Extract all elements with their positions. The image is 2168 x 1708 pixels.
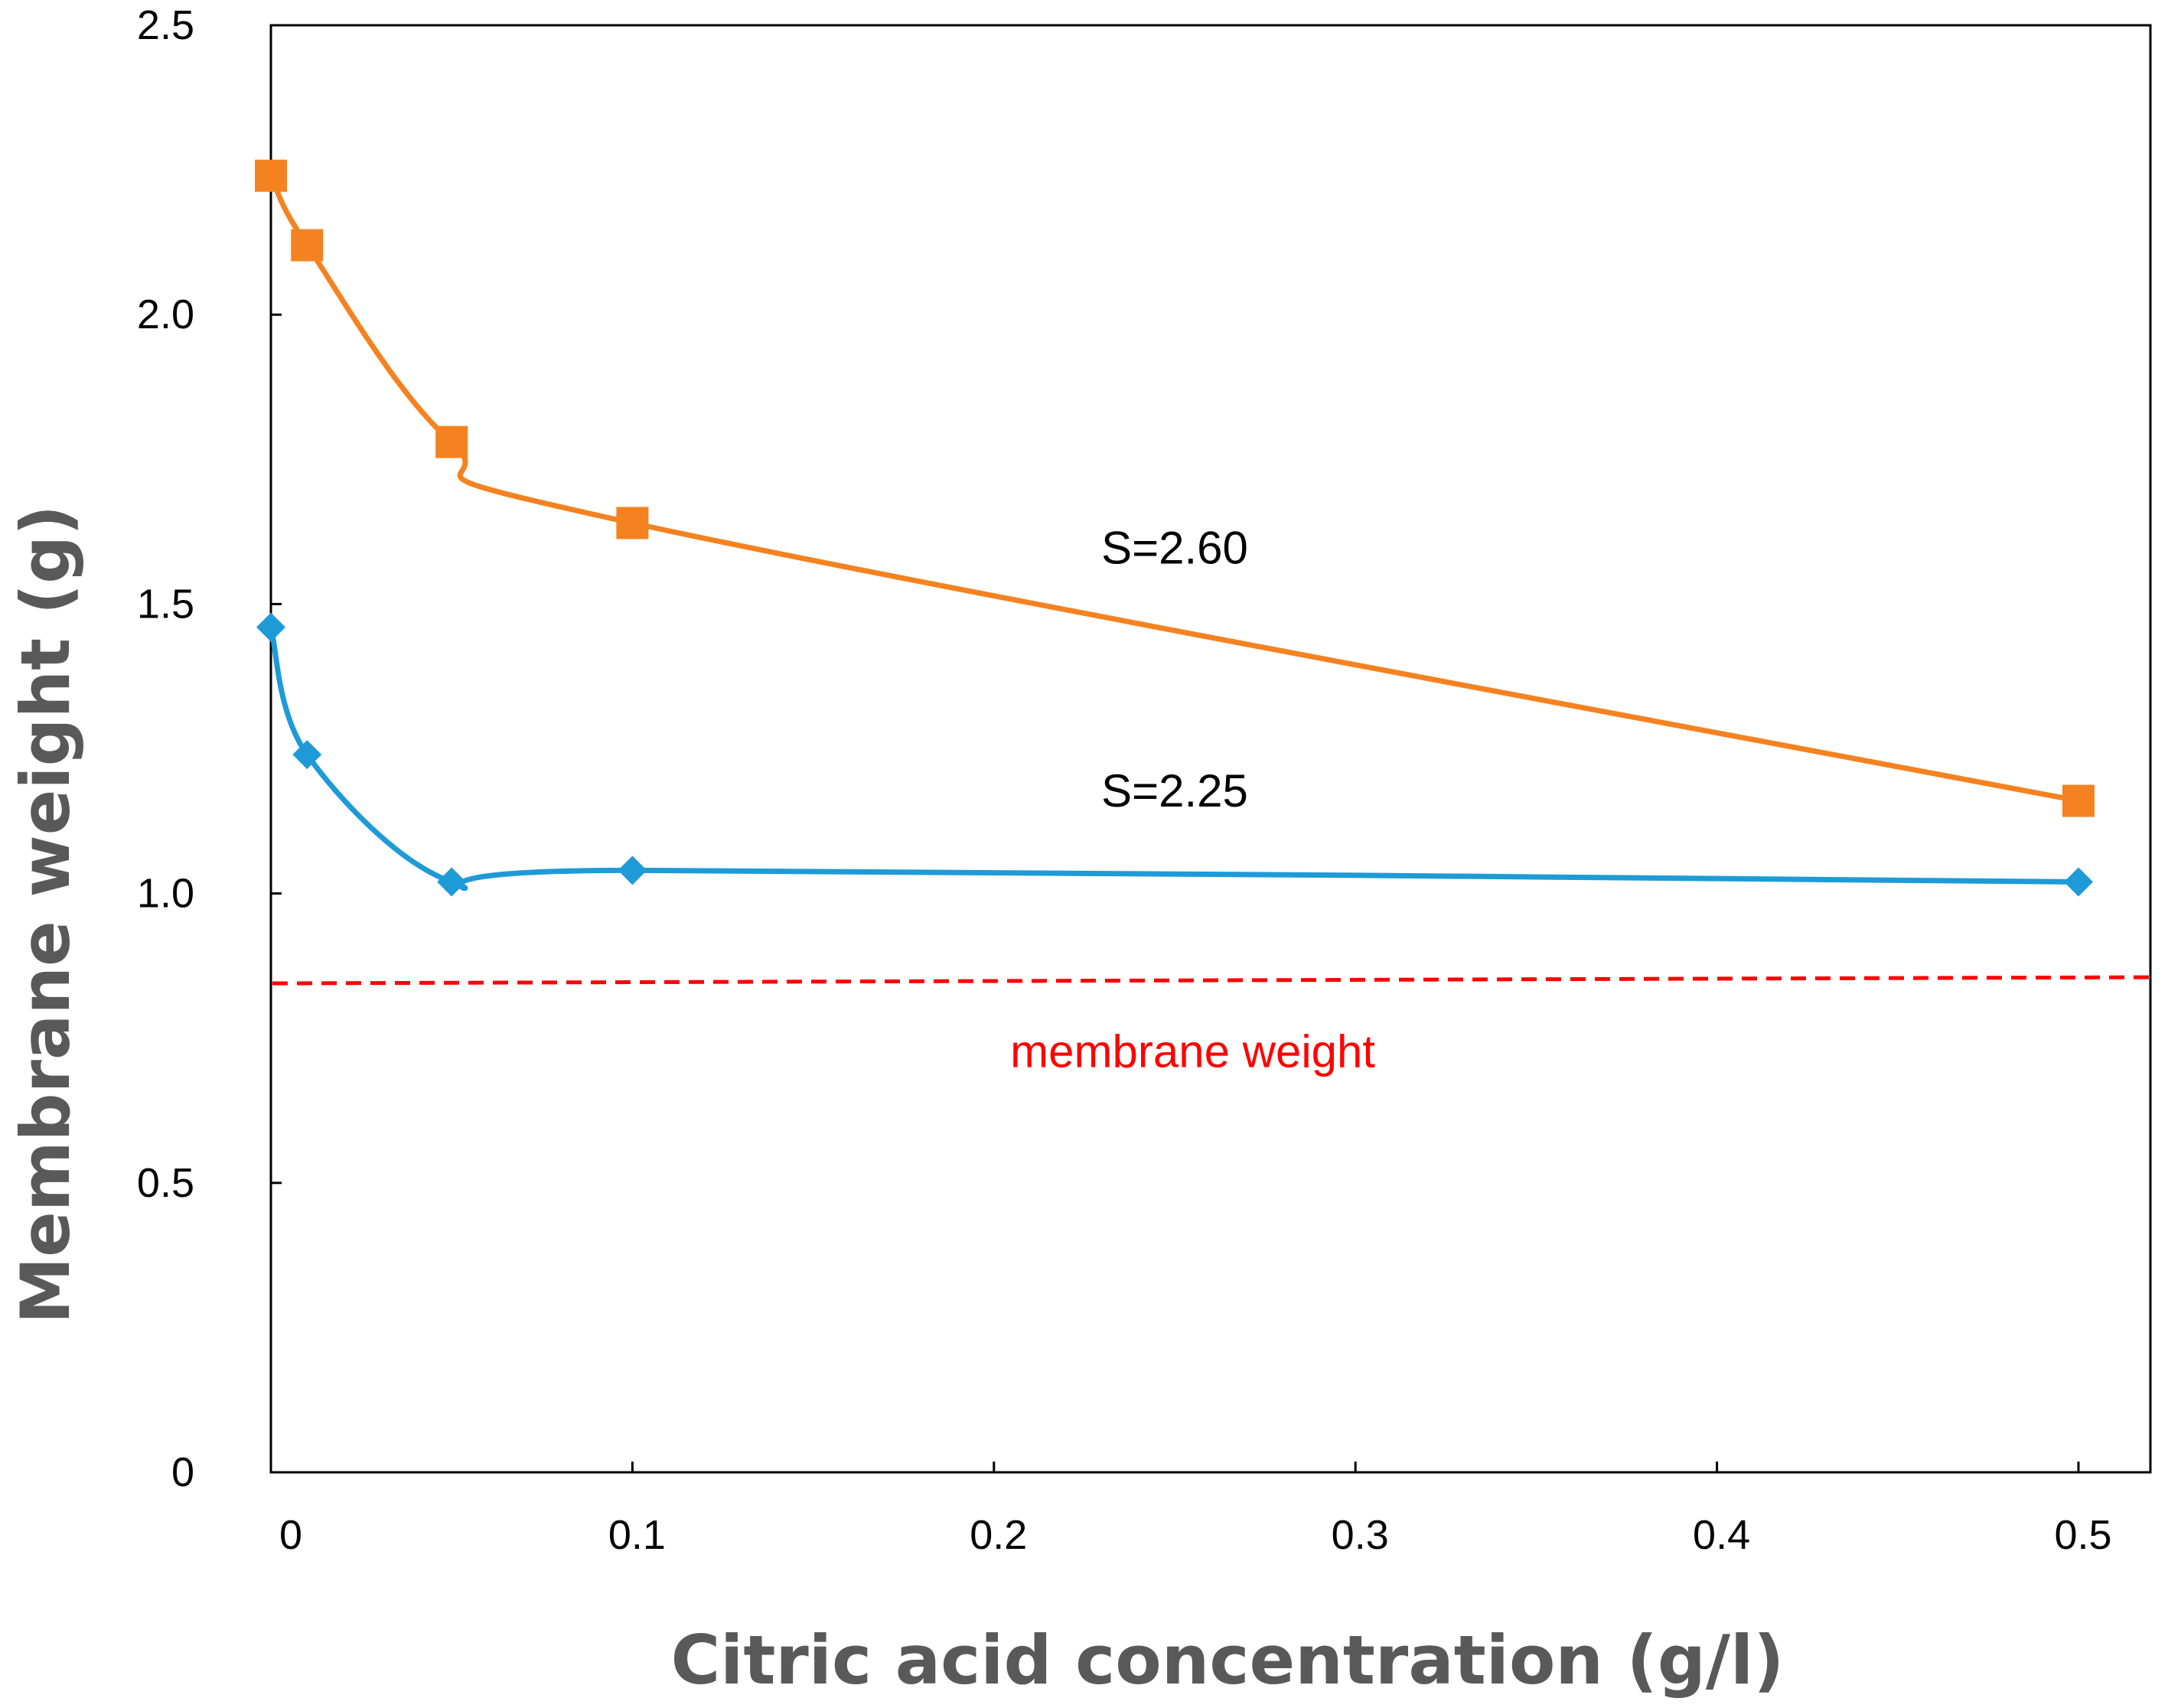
- data-point-square: [435, 425, 468, 458]
- y-tick-label: 2.5: [137, 2, 194, 48]
- y-tick-label: 1.5: [137, 581, 194, 627]
- reference-line-group: [272, 975, 2151, 986]
- y-tick-label: 2.0: [137, 292, 194, 337]
- x-axis-title: Citric acid concentration (g/l): [671, 1621, 1785, 1700]
- annotations-group: S=2.60 S=2.25 membrane weight: [1010, 522, 1375, 1077]
- x-tick-label: 0.4: [1693, 1512, 1750, 1558]
- y-axis: 0 0.5 1.0 1.5 2.0 2.5: [137, 2, 282, 1495]
- data-point-square: [2062, 784, 2095, 817]
- y-tick-label: 0.5: [137, 1160, 194, 1206]
- plot-frame: [269, 24, 2152, 1474]
- data-point-diamond: [618, 856, 647, 885]
- series-line-1: [268, 624, 2082, 891]
- x-tick-label: 0.2: [970, 1512, 1027, 1558]
- data-point-diamond: [437, 867, 467, 897]
- x-tick-label: 0.3: [1332, 1512, 1389, 1558]
- data-point-diamond: [2064, 867, 2093, 897]
- annotation-label: membrane weight: [1010, 1026, 1375, 1077]
- y-axis-title: Membrane weight (g): [6, 505, 85, 1325]
- annotation-label: S=2.25: [1101, 765, 1248, 817]
- series-line-0: [268, 173, 2082, 804]
- x-tick-label: 0: [279, 1512, 302, 1558]
- data-point-diamond: [292, 740, 322, 770]
- annotation-label: S=2.60: [1101, 522, 1248, 573]
- y-tick-label: 0: [171, 1449, 194, 1495]
- data-point-square: [255, 159, 287, 192]
- reference-line: [272, 975, 2151, 986]
- x-tick-label: 0.5: [2054, 1512, 2111, 1558]
- data-point-square: [616, 507, 649, 539]
- data-point-square: [291, 229, 324, 262]
- data-point-diamond: [256, 612, 285, 642]
- y-tick-label: 1.0: [137, 871, 194, 917]
- series-group: [255, 159, 2095, 897]
- x-axis: 0 0.1 0.2 0.3 0.4 0.5: [269, 1462, 2112, 1558]
- x-tick-label: 0.1: [608, 1512, 666, 1558]
